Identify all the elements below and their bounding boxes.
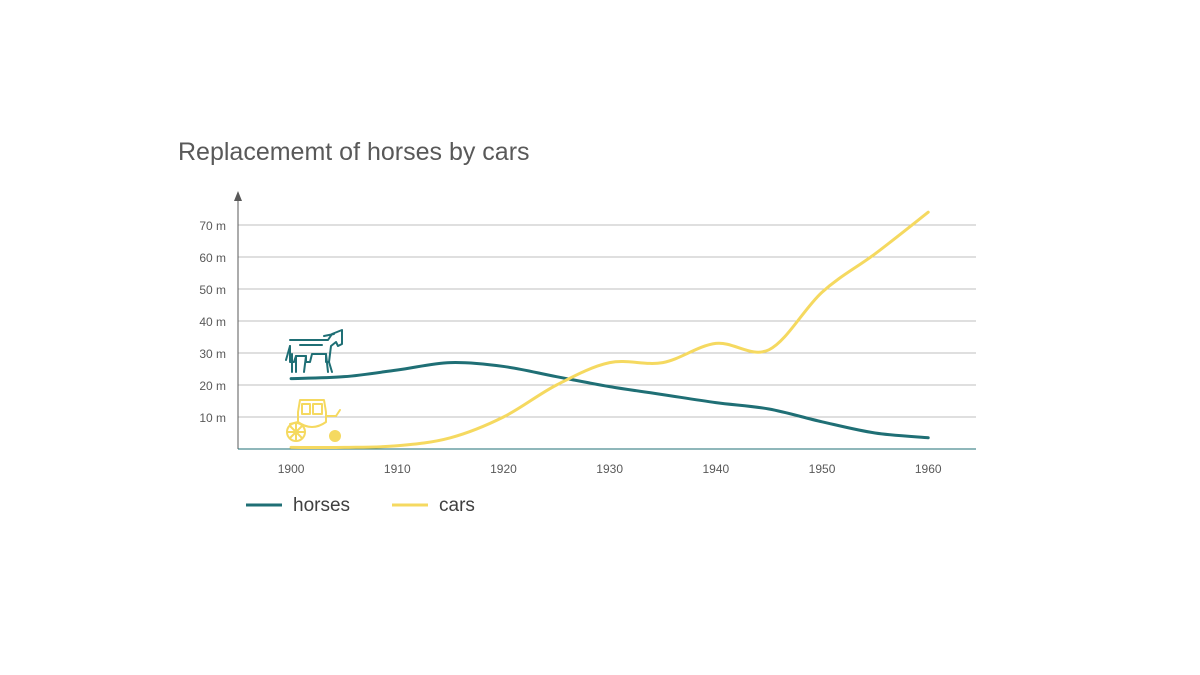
legend: horses cars — [246, 495, 475, 516]
horse-icon — [285, 329, 343, 373]
series-line-horses — [289, 361, 930, 440]
x-tick-label: 1930 — [596, 462, 623, 476]
x-tick-label: 1940 — [702, 462, 729, 476]
chart-title: Replacememt of horses by cars — [178, 138, 530, 166]
x-tick-label: 1910 — [384, 462, 411, 476]
carriage-icon — [286, 399, 341, 442]
gridlines — [238, 224, 976, 418]
y-tick-label: 50 m — [199, 283, 226, 297]
y-tick-label: 20 m — [199, 379, 226, 393]
x-tick-label: 1950 — [809, 462, 836, 476]
legend-cars-label: cars — [439, 495, 475, 516]
y-tick-label: 30 m — [199, 347, 226, 361]
y-tick-label: 70 m — [199, 219, 226, 233]
x-tick-labels: 1900 1910 1920 1930 1940 1950 1960 — [278, 462, 942, 476]
series-lines — [289, 210, 930, 450]
legend-horses-label: horses — [293, 495, 350, 516]
y-tick-label: 40 m — [199, 315, 226, 329]
y-tick-label: 10 m — [199, 411, 226, 425]
y-axis-arrow — [234, 191, 242, 201]
series-line-cars — [289, 210, 930, 450]
y-tick-labels: 10 m 20 m 30 m 40 m 50 m 60 m 70 m — [199, 219, 226, 425]
y-tick-label: 60 m — [199, 251, 226, 265]
x-tick-label: 1920 — [490, 462, 517, 476]
x-tick-label: 1960 — [915, 462, 942, 476]
axes — [234, 191, 976, 450]
x-tick-label: 1900 — [278, 462, 305, 476]
